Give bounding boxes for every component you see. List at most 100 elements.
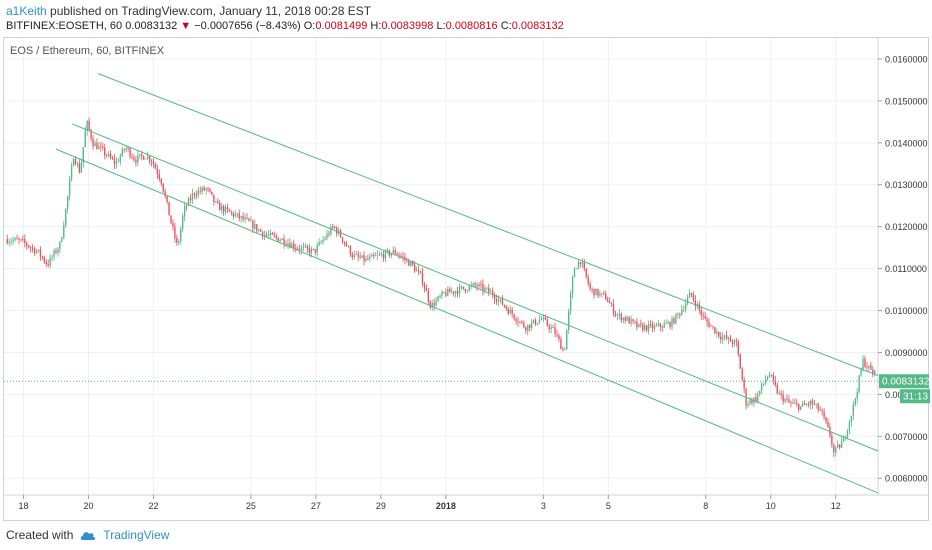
candle-body	[634, 321, 636, 322]
candle-body	[265, 234, 268, 236]
candle-body	[649, 323, 652, 325]
channel-line	[72, 123, 879, 452]
candle-body	[583, 262, 585, 269]
candle-body	[306, 246, 309, 249]
candle-body	[593, 288, 595, 296]
candle-body	[320, 242, 322, 243]
candle-body	[22, 238, 24, 240]
candle-body	[548, 325, 550, 330]
last-price-badge-text: 0.0083132	[882, 377, 930, 388]
candle-body	[782, 394, 784, 402]
candle-body	[104, 147, 106, 155]
candle-body	[768, 375, 771, 377]
candle-body	[661, 326, 663, 328]
candle-body	[209, 188, 211, 192]
candle-body	[645, 325, 648, 331]
candle-body	[322, 239, 324, 243]
candle-body	[193, 193, 196, 196]
candle-body	[84, 130, 86, 148]
candle-body	[714, 327, 716, 334]
candle-body	[673, 318, 675, 324]
candle-body	[577, 262, 580, 269]
candle-body	[269, 232, 272, 236]
candle-body	[838, 444, 841, 448]
candle-body	[858, 375, 860, 392]
candle-body	[659, 323, 661, 327]
candle-body	[739, 354, 741, 369]
created-with-text: Created with	[6, 528, 74, 542]
candle-body	[308, 248, 311, 254]
candle-body	[148, 156, 151, 162]
candle-body	[612, 303, 615, 314]
candle-body	[310, 248, 313, 254]
candle-body	[12, 239, 14, 242]
candle-body	[597, 288, 599, 296]
candle-body	[720, 336, 722, 340]
candle-body	[540, 318, 543, 320]
candle-body	[842, 437, 845, 442]
candle-body	[86, 120, 88, 131]
candle-body	[482, 284, 484, 291]
candle-body	[221, 206, 223, 211]
candle-body	[447, 289, 449, 296]
candle-body	[287, 243, 289, 246]
candle-body	[655, 325, 658, 327]
x-tick-label: 18	[18, 501, 28, 511]
candle-body	[616, 315, 619, 316]
candle-body	[642, 324, 644, 331]
candle-body	[143, 156, 145, 160]
candle-body	[620, 313, 623, 321]
candle-body	[326, 233, 328, 239]
candle-body	[601, 292, 603, 294]
candle-body	[242, 216, 244, 220]
candle-body	[503, 304, 506, 307]
candle-body	[573, 268, 576, 278]
candle-body	[735, 340, 738, 342]
candle-body	[166, 196, 168, 202]
x-tick-label: 20	[83, 501, 93, 511]
candle-body	[183, 205, 186, 217]
x-tick-label: 10	[766, 501, 776, 511]
candle-body	[778, 393, 780, 394]
candle-body	[554, 327, 556, 335]
candle-body	[445, 292, 447, 296]
candle-body	[53, 250, 55, 257]
candle-body	[150, 161, 153, 162]
chart-panel[interactable]	[3, 37, 929, 521]
candle-body	[137, 155, 139, 163]
open-value: 0.0081499	[315, 20, 368, 32]
grid-horizontal	[4, 58, 878, 479]
candle-body	[854, 398, 856, 405]
author-link[interactable]: a1Keith	[6, 4, 47, 18]
candle-body	[684, 303, 687, 310]
candle-body	[591, 288, 593, 290]
candle-body	[729, 337, 732, 342]
candle-body	[61, 238, 63, 242]
candle-body	[560, 339, 562, 350]
candle-body	[831, 435, 833, 445]
candle-body	[856, 391, 858, 399]
candle-body	[261, 231, 264, 237]
tradingview-brand[interactable]: TradingView	[103, 528, 170, 542]
candle-body	[351, 254, 353, 258]
candle-body	[421, 272, 424, 285]
candle-body	[100, 146, 102, 148]
candle-body	[546, 319, 548, 326]
candle-body	[131, 156, 133, 158]
candle-body	[353, 254, 355, 258]
candle-body	[254, 224, 256, 229]
candle-body	[817, 403, 819, 410]
candle-body	[702, 315, 704, 317]
candle-body	[626, 317, 628, 321]
candle-body	[493, 295, 496, 300]
candle-body	[552, 327, 554, 329]
candle-body	[476, 285, 478, 287]
candle-body	[304, 246, 307, 247]
candle-body	[766, 376, 769, 381]
candle-body	[199, 190, 201, 192]
candle-body	[185, 205, 188, 207]
candle-body	[312, 248, 314, 250]
candle-body	[154, 164, 157, 169]
candle-body	[474, 283, 476, 286]
